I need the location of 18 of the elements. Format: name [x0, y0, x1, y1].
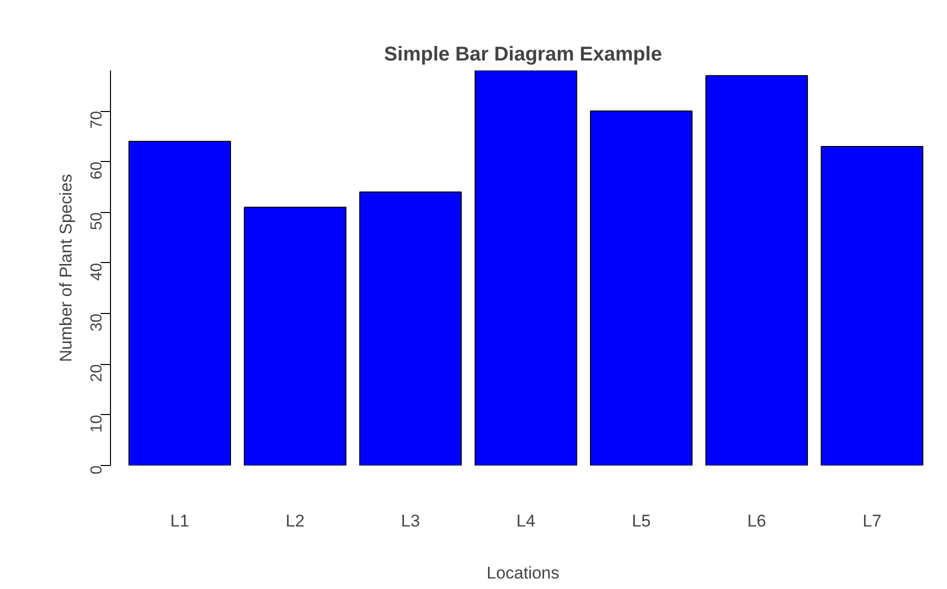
- x-tick-label: L5: [632, 512, 651, 530]
- x-tick-label: L3: [401, 512, 420, 530]
- y-tick-label: 20: [88, 364, 106, 382]
- y-tick-label: 10: [88, 414, 106, 433]
- x-axis-title: Locations: [486, 564, 560, 582]
- y-tick-label: 70: [88, 110, 106, 129]
- y-tick-label: 30: [88, 313, 106, 332]
- y-tick-label: 60: [88, 162, 106, 180]
- x-tick-label: L1: [170, 512, 190, 530]
- y-axis-title: Number of Plant Species: [56, 174, 76, 362]
- y-tick-label: 40: [88, 262, 106, 281]
- y-tick-label: 0: [88, 465, 106, 474]
- y-tick-label: 50: [88, 212, 106, 230]
- x-tick-label: L7: [862, 512, 882, 530]
- chart-title: Simple Bar Diagram Example: [384, 44, 662, 66]
- x-tick-label: L4: [516, 512, 536, 530]
- x-tick-label: L2: [286, 512, 305, 530]
- x-tick-label: L6: [747, 512, 766, 530]
